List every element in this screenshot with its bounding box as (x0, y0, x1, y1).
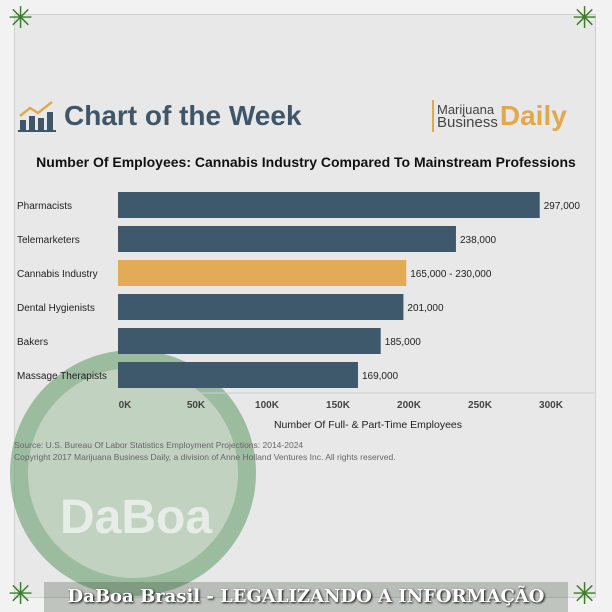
x-tick-label: 150K (326, 400, 351, 411)
chart-of-week-header: Chart of the Week (18, 100, 302, 132)
category-label: Telemarketers (17, 235, 80, 246)
category-label: Cannabis Industry (17, 269, 98, 280)
logo-line2: Business (437, 114, 498, 131)
x-tick-label: 50K (187, 400, 206, 411)
leaf-icon: ✳ (8, 2, 34, 35)
data-label: 185,000 (385, 337, 422, 348)
footer-banner: DaBoa Brasil - LEGALIZANDO A INFORMAÇÃO (44, 582, 568, 612)
logo-line1: Marijuana (437, 102, 495, 117)
category-label: Massage Therapists (17, 371, 107, 382)
bar (118, 362, 358, 388)
x-axis-title: Number Of Full- & Part-Time Employees (274, 419, 462, 431)
mbd-logo: Marijuana Business Daily (432, 100, 567, 132)
bar (118, 192, 540, 218)
bar (118, 294, 404, 320)
data-label: 201,000 (407, 303, 444, 314)
category-label: Pharmacists (17, 201, 72, 212)
category-label: Dental Hygienists (17, 303, 95, 314)
chart-subtitle: Number Of Employees: Cannabis Industry C… (36, 154, 576, 170)
data-label: 169,000 (362, 371, 399, 382)
bar-chart-icon (18, 101, 56, 132)
leaf-icon: ✳ (8, 578, 34, 611)
watermark-text: DaBoa (60, 491, 213, 544)
data-label: 297,000 (544, 201, 581, 212)
data-label: 238,000 (460, 235, 497, 246)
x-tick-label: 250K (468, 400, 493, 411)
bar (118, 260, 407, 286)
x-tick-label: 0K (119, 400, 133, 411)
leaf-icon: ✳ (572, 2, 598, 35)
x-tick-label: 100K (255, 400, 280, 411)
logo-daily: Daily (499, 100, 567, 131)
header-title: Chart of the Week (64, 100, 302, 131)
leaf-icon: ✳ (572, 578, 598, 611)
source-note: Source: U.S. Bureau Of Labor Statistics … (14, 440, 304, 450)
x-tick-label: 200K (397, 400, 422, 411)
category-label: Bakers (17, 337, 48, 348)
bar-chart: Pharmacists 297,000 Telemarketers 238,000 Ca… (17, 192, 594, 431)
bar (118, 328, 381, 354)
x-tick-label: 300K (539, 400, 564, 411)
bar (118, 226, 456, 252)
copyright-note: Copyright 2017 Marijuana Business Daily,… (14, 452, 396, 462)
data-label: 165,000 - 230,000 (410, 269, 492, 280)
